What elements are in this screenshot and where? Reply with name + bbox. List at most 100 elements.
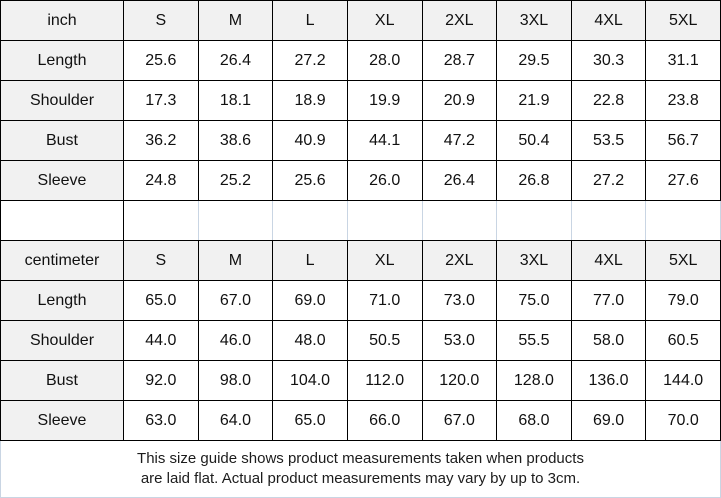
table-row-cm-shoulder: Shoulder 44.0 46.0 48.0 50.5 53.0 55.5 5… (0, 320, 721, 361)
table-row-inch-bust: Bust 36.2 38.6 40.9 44.1 47.2 50.4 53.5 … (0, 120, 721, 161)
size-header-xl: XL (346, 240, 423, 281)
value-cell: 50.5 (346, 320, 423, 361)
table-row-cm-length: Length 65.0 67.0 69.0 71.0 73.0 75.0 77.… (0, 280, 721, 321)
value-cell: 17.3 (123, 80, 199, 121)
value-cell: 48.0 (272, 320, 348, 361)
value-cell: 104.0 (272, 360, 348, 401)
value-cell: 67.0 (421, 400, 498, 441)
size-header-l: L (272, 240, 348, 281)
size-header-3xl: 3XL (496, 240, 572, 281)
value-cell: 26.0 (346, 160, 423, 201)
unit-label-inch: inch (0, 0, 124, 41)
row-label: Shoulder (0, 320, 124, 361)
value-cell: 69.0 (272, 280, 348, 321)
row-label: Sleeve (0, 400, 124, 441)
value-cell: 31.1 (645, 40, 721, 81)
spacer-cell (570, 200, 647, 241)
value-cell: 53.5 (570, 120, 647, 161)
value-cell: 65.0 (123, 280, 199, 321)
centimeter-header-row: centimeter S M L XL 2XL 3XL 4XL 5XL (0, 240, 721, 281)
value-cell: 67.0 (197, 280, 274, 321)
row-label: Length (0, 40, 124, 81)
value-cell: 40.9 (272, 120, 348, 161)
value-cell: 56.7 (645, 120, 721, 161)
size-header-5xl: 5XL (645, 240, 721, 281)
value-cell: 77.0 (570, 280, 647, 321)
value-cell: 46.0 (197, 320, 274, 361)
value-cell: 63.0 (123, 400, 199, 441)
value-cell: 27.2 (272, 40, 348, 81)
spacer-row (0, 200, 721, 241)
value-cell: 136.0 (570, 360, 647, 401)
value-cell: 21.9 (496, 80, 572, 121)
size-header-4xl: 4XL (570, 0, 647, 41)
value-cell: 60.5 (645, 320, 721, 361)
size-header-s: S (123, 240, 199, 281)
value-cell: 18.9 (272, 80, 348, 121)
value-cell: 79.0 (645, 280, 721, 321)
value-cell: 71.0 (346, 280, 423, 321)
value-cell: 69.0 (570, 400, 647, 441)
footer-note-line1: This size guide shows product measuremen… (137, 450, 584, 467)
spacer-cell (421, 200, 498, 241)
size-header-s: S (123, 0, 199, 41)
table-row-inch-length: Length 25.6 26.4 27.2 28.0 28.7 29.5 30.… (0, 40, 721, 81)
value-cell: 44.0 (123, 320, 199, 361)
value-cell: 50.4 (496, 120, 572, 161)
value-cell: 26.8 (496, 160, 572, 201)
size-header-m: M (197, 240, 274, 281)
value-cell: 28.7 (421, 40, 498, 81)
value-cell: 73.0 (421, 280, 498, 321)
value-cell: 28.0 (346, 40, 423, 81)
value-cell: 25.2 (197, 160, 274, 201)
value-cell: 25.6 (272, 160, 348, 201)
value-cell: 30.3 (570, 40, 647, 81)
spacer-cell (197, 200, 274, 241)
table-row-cm-sleeve: Sleeve 63.0 64.0 65.0 66.0 67.0 68.0 69.… (0, 400, 721, 441)
spacer-cell (123, 200, 199, 241)
value-cell: 55.5 (496, 320, 572, 361)
value-cell: 98.0 (197, 360, 274, 401)
value-cell: 22.8 (570, 80, 647, 121)
value-cell: 92.0 (123, 360, 199, 401)
value-cell: 65.0 (272, 400, 348, 441)
value-cell: 75.0 (496, 280, 572, 321)
value-cell: 66.0 (346, 400, 423, 441)
spacer-cell (346, 200, 423, 241)
table-row-inch-shoulder: Shoulder 17.3 18.1 18.9 19.9 20.9 21.9 2… (0, 80, 721, 121)
value-cell: 27.2 (570, 160, 647, 201)
unit-label-centimeter: centimeter (0, 240, 124, 281)
value-cell: 70.0 (645, 400, 721, 441)
value-cell: 58.0 (570, 320, 647, 361)
spacer-cell (0, 200, 124, 241)
size-header-2xl: 2XL (421, 240, 498, 281)
size-header-3xl: 3XL (496, 0, 572, 41)
value-cell: 36.2 (123, 120, 199, 161)
size-header-5xl: 5XL (645, 0, 721, 41)
size-header-4xl: 4XL (570, 240, 647, 281)
size-header-m: M (197, 0, 274, 41)
value-cell: 25.6 (123, 40, 199, 81)
value-cell: 29.5 (496, 40, 572, 81)
value-cell: 20.9 (421, 80, 498, 121)
value-cell: 26.4 (421, 160, 498, 201)
value-cell: 112.0 (346, 360, 423, 401)
row-label: Bust (0, 120, 124, 161)
table-row-inch-sleeve: Sleeve 24.8 25.2 25.6 26.0 26.4 26.8 27.… (0, 160, 721, 201)
value-cell: 19.9 (346, 80, 423, 121)
value-cell: 38.6 (197, 120, 274, 161)
value-cell: 23.8 (645, 80, 721, 121)
footer-note: This size guide shows product measuremen… (0, 441, 721, 498)
value-cell: 120.0 (421, 360, 498, 401)
value-cell: 128.0 (496, 360, 572, 401)
value-cell: 53.0 (421, 320, 498, 361)
spacer-cell (645, 200, 721, 241)
spacer-cell (496, 200, 572, 241)
value-cell: 68.0 (496, 400, 572, 441)
footer-note-line2: are laid flat. Actual product measuremen… (140, 470, 581, 487)
value-cell: 27.6 (645, 160, 721, 201)
value-cell: 144.0 (645, 360, 721, 401)
size-header-2xl: 2XL (421, 0, 498, 41)
table-row-cm-bust: Bust 92.0 98.0 104.0 112.0 120.0 128.0 1… (0, 360, 721, 401)
